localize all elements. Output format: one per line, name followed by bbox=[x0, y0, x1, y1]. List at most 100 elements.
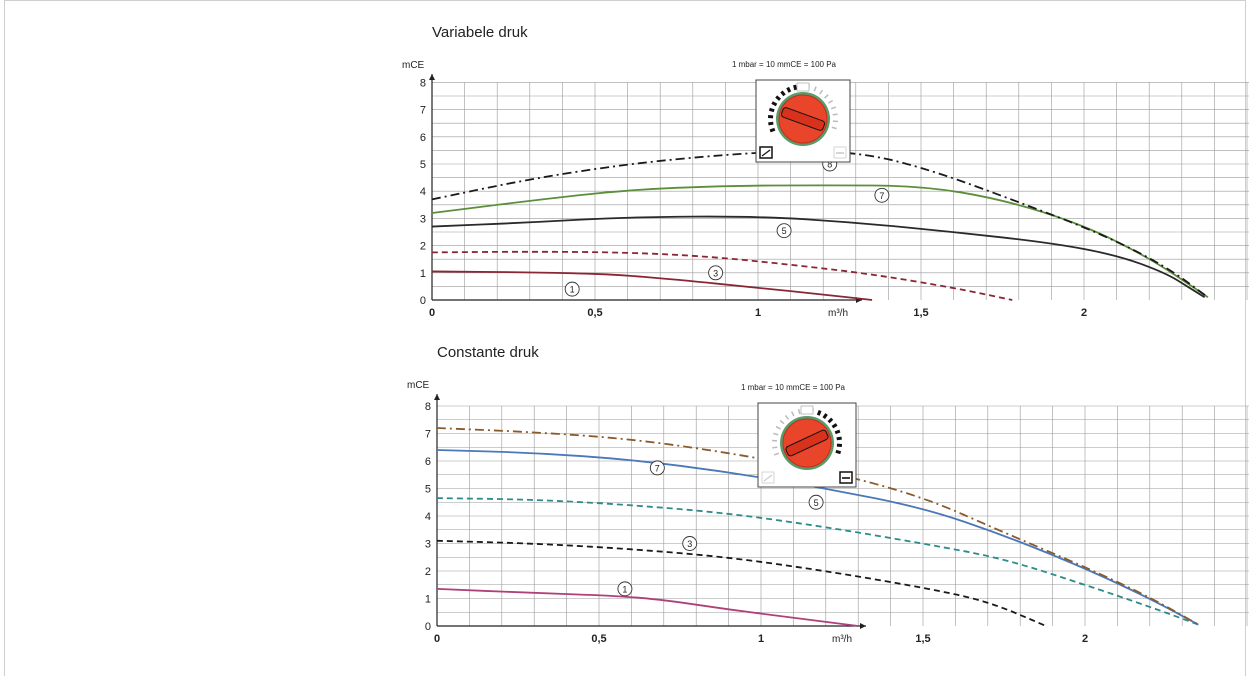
curve-label-1: 1 bbox=[570, 285, 575, 295]
series-line-5 bbox=[436, 497, 1199, 626]
dial-tick bbox=[824, 94, 829, 99]
series-line-8 bbox=[436, 427, 1199, 626]
curve-label-5: 5 bbox=[782, 226, 787, 236]
curve-label-circle bbox=[649, 460, 665, 476]
x-tick-label: 1,5 bbox=[915, 633, 930, 645]
y-axis-label: mCE bbox=[407, 380, 430, 391]
series-line-1 bbox=[431, 270, 873, 301]
dial-tick bbox=[784, 414, 790, 420]
y-tick-label: 7 bbox=[425, 429, 431, 441]
dial-tick bbox=[827, 417, 834, 424]
unit-conversion-note: 1 mbar = 10 mmCE = 100 Pa bbox=[741, 383, 846, 392]
dial-tick bbox=[793, 84, 798, 91]
unit-conversion-note: 1 mbar = 10 mmCE = 100 Pa bbox=[732, 60, 837, 69]
y-tick-label: 3 bbox=[420, 213, 426, 225]
dial-tick bbox=[797, 408, 801, 415]
dial-tick bbox=[775, 425, 781, 430]
x-axis-arrow bbox=[860, 623, 866, 629]
variable-mode-slope bbox=[761, 149, 771, 157]
dial-tick bbox=[819, 89, 824, 95]
y-tick-label: 8 bbox=[420, 77, 426, 89]
dial-tick bbox=[772, 446, 778, 449]
curve-label-1: 1 bbox=[622, 584, 627, 594]
dial-top-symbol bbox=[796, 82, 810, 92]
curve-label-circle bbox=[776, 223, 792, 239]
y-tick-label: 0 bbox=[420, 295, 426, 307]
series-line-3 bbox=[431, 250, 1013, 301]
curve-label-7: 7 bbox=[879, 191, 884, 201]
y-tick-label: 4 bbox=[420, 186, 426, 198]
chart-title-variable: Variabele druk bbox=[432, 24, 528, 41]
y-axis-arrow bbox=[429, 74, 435, 80]
dial-tick bbox=[831, 423, 838, 429]
dial-tick bbox=[786, 86, 792, 93]
dial-tick bbox=[768, 121, 774, 126]
series-line-5 bbox=[431, 215, 1206, 299]
dial-tick bbox=[768, 107, 775, 113]
y-tick-label: 6 bbox=[420, 132, 426, 144]
y-tick-label: 7 bbox=[420, 105, 426, 117]
x-tick-label: 1 bbox=[755, 307, 761, 319]
pump-dial-icon bbox=[755, 79, 851, 163]
series-line-7 bbox=[436, 449, 1199, 626]
dial-tick bbox=[816, 409, 822, 416]
curve-label-3: 3 bbox=[687, 539, 692, 549]
chart-title-constant: Constante druk bbox=[437, 344, 539, 361]
y-axis-label: mCE bbox=[402, 60, 425, 71]
dial-tick bbox=[828, 99, 834, 104]
y-tick-label: 1 bbox=[420, 268, 426, 280]
x-tick-label: 0 bbox=[429, 307, 435, 319]
dial-tick bbox=[775, 95, 781, 101]
dial-pointer bbox=[780, 107, 826, 131]
page-frame bbox=[4, 0, 1246, 676]
curve-label-5: 5 bbox=[814, 498, 819, 508]
dial-tick bbox=[822, 413, 828, 419]
x-tick-label: 1 bbox=[758, 633, 764, 645]
y-tick-label: 3 bbox=[425, 539, 431, 551]
curve-label-8: 8 bbox=[827, 160, 832, 170]
y-tick-label: 4 bbox=[425, 511, 431, 523]
curve-label-circle bbox=[564, 281, 580, 297]
series-line-1 bbox=[436, 587, 859, 627]
dial-tick bbox=[832, 113, 838, 116]
series-line-3 bbox=[436, 539, 1047, 627]
x-axis-label: m³/h bbox=[832, 634, 852, 645]
x-tick-label: 1,5 bbox=[913, 307, 928, 319]
dial-top-symbol bbox=[800, 405, 814, 415]
dial-tick bbox=[836, 436, 842, 441]
dial-pointer bbox=[785, 429, 829, 457]
variable-mode-slope bbox=[763, 474, 773, 482]
y-tick-label: 5 bbox=[425, 484, 431, 496]
x-tick-label: 2 bbox=[1081, 307, 1087, 319]
y-tick-label: 0 bbox=[425, 621, 431, 633]
dial-tick bbox=[835, 449, 842, 455]
curve-label-circle bbox=[682, 536, 698, 551]
x-tick-label: 2 bbox=[1082, 633, 1088, 645]
pump-dial-icon bbox=[757, 402, 857, 488]
curve-label-circle bbox=[874, 187, 890, 203]
dial-tick bbox=[831, 126, 837, 130]
y-axis-arrow bbox=[434, 394, 440, 400]
y-tick-label: 1 bbox=[425, 594, 431, 606]
x-axis-label: m³/h bbox=[828, 308, 848, 319]
x-tick-label: 0 bbox=[434, 633, 440, 645]
plot-grid bbox=[437, 405, 1249, 626]
dial-tick bbox=[790, 411, 795, 417]
y-tick-label: 6 bbox=[425, 456, 431, 468]
dial-tick bbox=[773, 452, 780, 456]
y-tick-label: 2 bbox=[420, 241, 426, 253]
dial-tick bbox=[834, 429, 841, 435]
dial-tick bbox=[769, 127, 776, 133]
dial-tick bbox=[830, 106, 837, 110]
curve-label-3: 3 bbox=[713, 268, 718, 278]
curve-label-circle bbox=[808, 494, 824, 510]
dial-tick bbox=[779, 419, 785, 425]
dial-tick bbox=[813, 86, 817, 92]
y-tick-label: 2 bbox=[425, 566, 431, 578]
dial-tick bbox=[780, 90, 786, 97]
y-tick-label: 8 bbox=[425, 401, 431, 413]
curve-label-circle bbox=[708, 265, 724, 281]
x-tick-label: 0,5 bbox=[587, 307, 602, 319]
